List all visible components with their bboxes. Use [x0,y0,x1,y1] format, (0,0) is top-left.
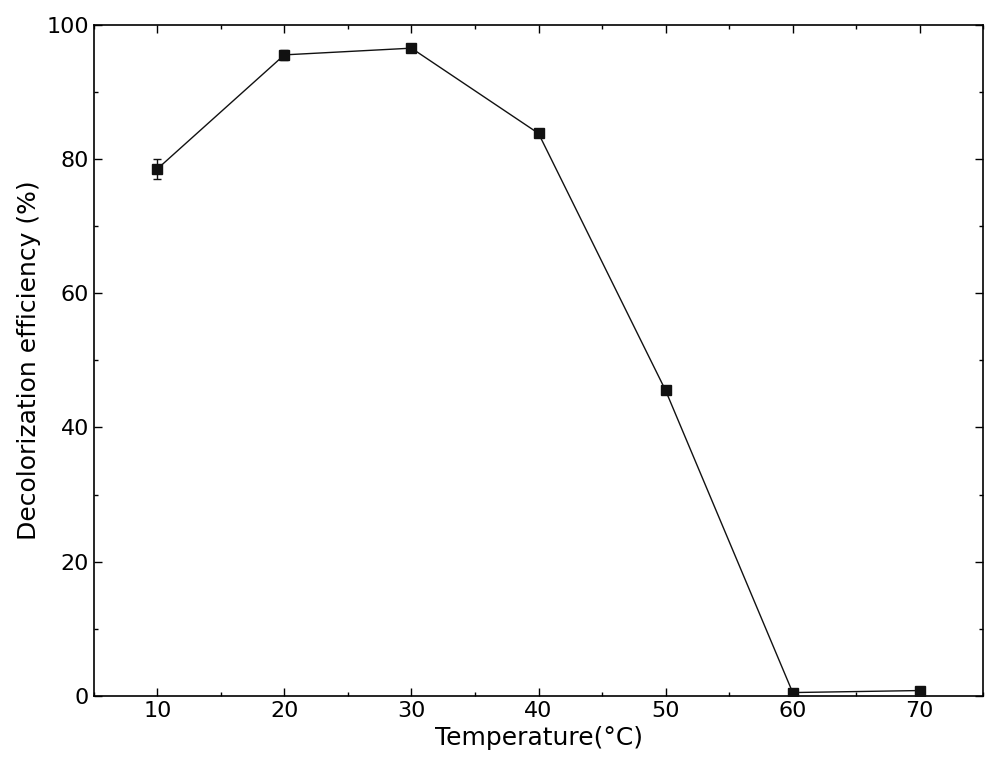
Y-axis label: Decolorization efficiency (%): Decolorization efficiency (%) [17,180,41,540]
X-axis label: Temperature(°C): Temperature(°C) [435,726,643,750]
